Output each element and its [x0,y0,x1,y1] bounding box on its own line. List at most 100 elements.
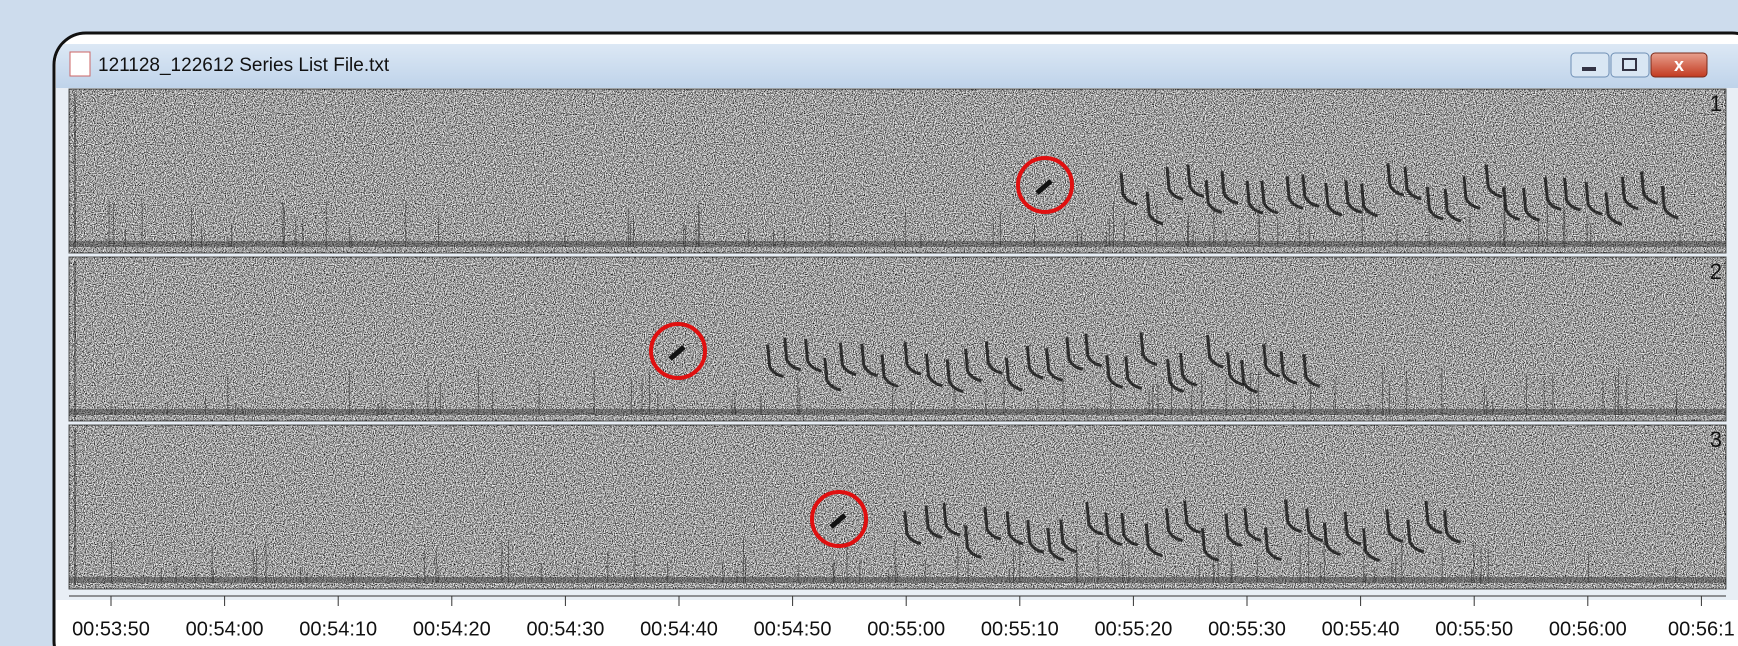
call-mark [1301,174,1320,208]
call-mark [1124,356,1143,390]
time-label: 00:54:10 [299,618,377,640]
call-mark [1324,182,1343,217]
call-mark [983,506,1002,541]
call-mark [1260,180,1279,215]
call-mark [1119,172,1138,206]
call-mark [1425,186,1444,221]
axis-area [56,600,1738,646]
call-mark [1360,183,1378,218]
call-mark [1085,501,1104,536]
call-mark [1640,171,1658,205]
time-label: 00:56:1 [1668,618,1735,640]
call-mark [1484,164,1503,199]
call-mark [783,337,802,372]
time-axis: 00:53:50 00:54:00 00:54:10 00:54:20 00:54:30… [69,595,1735,640]
time-label: 00:56:00 [1549,618,1627,640]
call-mark [1065,337,1084,371]
call-mark [1026,520,1045,554]
call-mark [1004,357,1023,392]
call-mark [1462,176,1481,210]
time-label: 00:55:00 [867,618,945,640]
call-mark [829,513,847,529]
window-title: 121128_122612 Series List File.txt [98,55,390,76]
spectrogram-noise [69,89,1726,253]
highlight-circle [1016,156,1074,214]
call-mark [1183,500,1201,534]
call-mark [1385,509,1404,543]
highlight-circle [810,490,868,548]
call-mark [1323,522,1341,556]
call-mark [1279,351,1298,385]
call-mark [1120,512,1139,547]
file-icon [69,51,91,77]
low-frequency-band [69,241,1726,247]
close-button[interactable] [1650,52,1708,78]
call-mark [1105,355,1124,389]
low-frequency-band [69,409,1726,415]
call-mark [1386,163,1405,197]
call-mark [1046,527,1065,562]
call-mark [942,502,961,537]
call-mark [1200,528,1219,562]
call-mark [1620,176,1639,211]
title-bar [56,44,1738,88]
spectrogram-noise [69,425,1726,589]
call-mark [1179,353,1197,387]
call-mark [1139,332,1158,367]
call-mark [804,338,822,373]
minimize-button[interactable] [1570,52,1610,78]
call-mark [1543,177,1562,211]
time-label: 00:55:20 [1094,618,1172,640]
call-mark [1424,500,1443,535]
spectrogram-panels: 1 2 3 [68,88,1727,590]
call-mark [1284,499,1302,534]
call-mark [823,357,842,392]
close-glyph: x [1674,55,1684,75]
call-mark [1263,527,1282,562]
panel-label: 2 [1710,259,1722,284]
spectrogram-noise [69,257,1726,421]
call-mark [903,341,922,376]
call-mark [925,353,943,388]
panel-label: 1 [1710,91,1722,116]
call-mark [1164,508,1183,542]
call-mark [1302,354,1321,388]
call-mark [1403,166,1422,201]
call-mark [1084,333,1103,368]
time-label: 00:54:00 [186,618,264,640]
call-mark [1443,510,1461,544]
call-mark [984,341,1003,375]
time-label: 00:55:40 [1322,618,1400,640]
call-mark [1562,177,1581,212]
call-mark [1206,334,1224,369]
call-mark [1104,512,1123,547]
maximize-button[interactable] [1610,52,1650,78]
call-mark [1045,348,1063,382]
call-mark [1343,511,1362,546]
call-mark [766,344,784,379]
call-mark [1226,352,1244,387]
call-mark [668,345,686,361]
call-mark [1305,508,1324,543]
time-label: 00:53:50 [72,618,150,640]
highlight-circle [649,322,707,380]
call-mark [838,342,857,377]
call-mark [945,359,964,393]
call-mark [860,343,879,378]
call-mark [964,348,982,383]
call-mark [1220,171,1239,205]
time-label: 00:54:40 [640,618,718,640]
call-mark [1344,180,1363,214]
time-label: 00:55:50 [1435,618,1513,640]
call-mark [1285,176,1304,210]
call-mark [1660,185,1679,220]
minimize-glyph [1582,67,1596,71]
call-mark [1035,179,1053,195]
call-mark [903,511,922,546]
call-mark [1165,167,1184,201]
call-mark [1005,511,1024,546]
call-mark [1166,359,1184,393]
call-mark [1362,528,1380,562]
